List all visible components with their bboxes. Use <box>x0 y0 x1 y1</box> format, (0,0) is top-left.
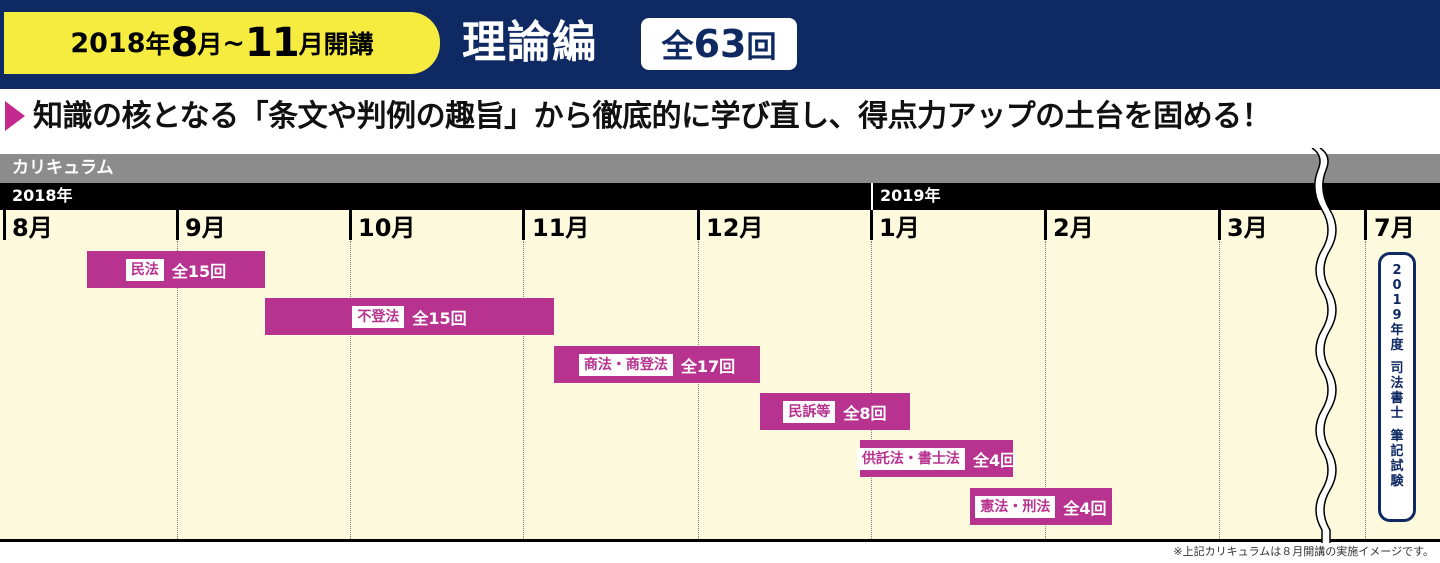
course-subject: 不登法 <box>352 305 405 328</box>
total-kai: 回 <box>746 30 777 65</box>
tilde-text: ~ <box>222 27 245 59</box>
kaiko-text: 月開講 <box>298 30 374 59</box>
exam-callout: 2 0 1 9 年 度 司 法 書 士 筆 記 試 験 <box>1378 252 1416 522</box>
curriculum-header-bar <box>0 154 1440 183</box>
end-month-text: 11 <box>244 20 300 66</box>
tagline: 知識の核となる「条文や判例の趣旨」から徹底的に学び直し、得点力アップの土台を固め… <box>33 99 1272 134</box>
month-label-mar: 3月 <box>1227 214 1268 242</box>
month-label-oct: 10月 <box>358 214 416 242</box>
total-zen: 全 <box>661 27 694 65</box>
month-tick <box>697 210 700 240</box>
month-tick <box>3 210 6 240</box>
month-tick <box>870 210 873 240</box>
course-subject: 民訴等 <box>783 400 836 423</box>
course-sessions: 全8回 <box>843 403 887 423</box>
timeline-break-icon <box>1300 147 1344 543</box>
month-label-jan: 1月 <box>879 214 920 242</box>
grid-line <box>1045 241 1046 539</box>
month-label-feb: 2月 <box>1053 214 1094 242</box>
course-sessions: 全17回 <box>680 356 736 376</box>
grid-line <box>871 241 872 539</box>
year-bar <box>0 183 1440 210</box>
month-label-aug: 8月 <box>12 214 53 242</box>
month-tick <box>349 210 352 240</box>
month-tick <box>1044 210 1047 240</box>
course-sessions: 全15回 <box>412 308 467 328</box>
timeline-bottom-line <box>0 539 1440 542</box>
nen-text: 年 <box>145 30 171 59</box>
month-label-dec: 12月 <box>706 214 764 242</box>
total-count-badge: 全 63 回 <box>641 18 797 70</box>
grid-line <box>177 241 178 539</box>
tagline-arrow-icon <box>5 101 25 131</box>
total-num: 63 <box>693 22 747 66</box>
month-label-nov: 11月 <box>532 214 590 242</box>
year-text: 2018 <box>70 27 146 59</box>
grid-line <box>1365 241 1366 539</box>
course-bar-kenpo: 憲法・刑法 全4回 <box>970 488 1112 525</box>
grid-line <box>1219 241 1220 539</box>
course-subject: 民法 <box>125 258 164 281</box>
course-bar-futoho: 不登法 全15回 <box>265 298 554 335</box>
month-tick <box>522 210 525 240</box>
course-bar-kyotaku: 供託法・書士法 全4回 <box>856 440 1017 477</box>
course-bar-minso: 民訴等 全8回 <box>760 393 910 430</box>
grid-line <box>350 241 351 539</box>
month-label-jul: 7月 <box>1374 214 1415 242</box>
course-sessions: 全4回 <box>1063 498 1107 518</box>
month-tick <box>1218 210 1221 240</box>
year-label-2018: 2018年 <box>12 186 73 205</box>
month-tick <box>1364 210 1367 240</box>
course-subject: 憲法・刑法 <box>975 495 1056 518</box>
course-subject: 供託法・書士法 <box>856 447 965 470</box>
tsuki-text: 月 <box>197 30 223 59</box>
course-sessions: 全15回 <box>171 261 227 281</box>
course-sessions: 全4回 <box>972 450 1017 470</box>
course-subject: 商法・商登法 <box>578 353 673 376</box>
start-month-text: 8 <box>170 20 199 66</box>
grid-line <box>698 241 699 539</box>
grid-line <box>523 241 524 539</box>
month-tick <box>176 210 179 240</box>
year-divider <box>871 183 873 210</box>
series-title: 理論編 <box>462 17 597 68</box>
year-label-2019: 2019年 <box>880 186 941 205</box>
curriculum-label: カリキュラム <box>12 158 114 178</box>
course-bar-minpo: 民法 全15回 <box>87 251 265 288</box>
footnote: ※上記カリキュラムは８月開講の実施イメージです。 <box>1173 545 1434 558</box>
exam-text: 2 0 1 9 年 度 司 法 書 士 筆 記 試 験 <box>1390 263 1404 489</box>
course-bar-shoho: 商法・商登法 全17回 <box>554 346 760 383</box>
period-tag: 2018 年 8 月 ~ 11 月開講 <box>4 12 440 74</box>
month-label-sep: 9月 <box>185 214 226 242</box>
